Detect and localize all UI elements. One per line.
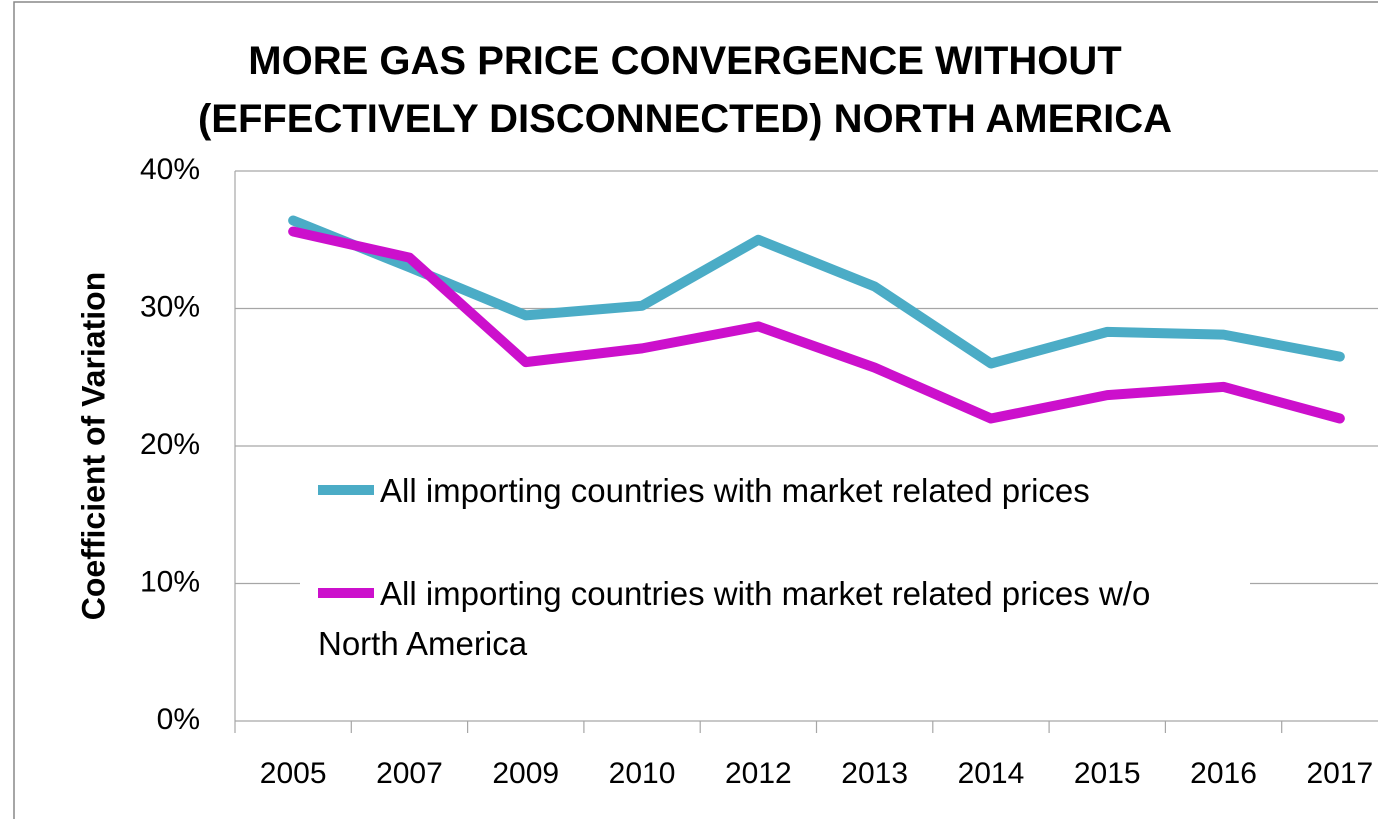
y-tick-label: 0% xyxy=(157,703,200,736)
frame xyxy=(13,1,1378,819)
y-tick-label: 10% xyxy=(140,565,200,598)
y-axis-label: Coefficient of Variation xyxy=(75,272,111,620)
legend-label: All importing countries with market rela… xyxy=(318,575,1151,662)
x-tick-label: 2016 xyxy=(1190,757,1257,790)
chart-title: MORE GAS PRICE CONVERGENCE WITHOUT (EFFE… xyxy=(197,39,1173,141)
x-tick-label: 2015 xyxy=(1074,757,1141,790)
legend: All importing countries with market rela… xyxy=(300,458,1250,663)
x-tick-label: 2017 xyxy=(1306,757,1373,790)
legend-entry: All importing countries with market rela… xyxy=(318,569,1228,669)
x-tick-label: 2014 xyxy=(958,757,1025,790)
x-tick-label: 2007 xyxy=(376,757,443,790)
line-series xyxy=(288,226,1345,424)
x-tick-label: 2013 xyxy=(841,757,908,790)
legend-label: All importing countries with market rela… xyxy=(380,472,1090,509)
y-tick-label: 30% xyxy=(140,290,200,323)
x-tick-label: 2009 xyxy=(492,757,559,790)
line-series xyxy=(288,215,1345,369)
x-tick-label: 2005 xyxy=(260,757,327,790)
legend-swatch xyxy=(318,485,374,496)
x-tick-label: 2012 xyxy=(725,757,792,790)
legend-swatch xyxy=(318,588,374,599)
y-tick-label: 20% xyxy=(140,428,200,461)
x-tick-label: 2010 xyxy=(609,757,676,790)
legend-entry: All importing countries with market rela… xyxy=(318,466,1228,516)
y-tick-label: 40% xyxy=(140,153,200,186)
